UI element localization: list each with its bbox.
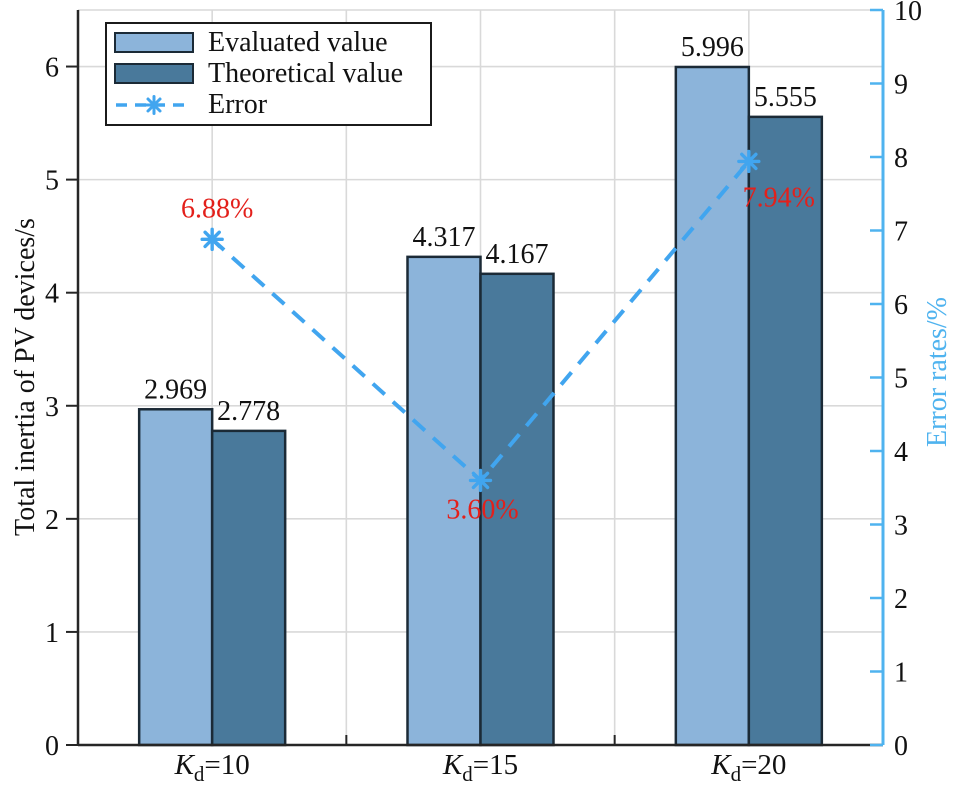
- bar-value-label: 2.969: [144, 374, 207, 405]
- error-marker-2: [737, 149, 761, 174]
- y-tick-label-right: 3: [894, 511, 908, 542]
- legend: Evaluated value Theoretical value Error: [105, 22, 432, 126]
- y-tick-label-right: 5: [894, 364, 908, 395]
- x-category-label-0: Kd=10: [174, 749, 250, 786]
- y-tick-label-left: 1: [45, 618, 59, 649]
- y-tick-label-left: 3: [45, 392, 59, 423]
- bar-evaluated-2: [674, 65, 751, 747]
- bar-value-label: 5.996: [681, 32, 744, 63]
- y-tick-label-right: 7: [894, 217, 908, 248]
- bar-evaluated-0: [137, 408, 214, 747]
- y-tick-label-right: 1: [894, 658, 908, 689]
- y-tick-label-right: 0: [894, 731, 908, 762]
- evaluated-swatch: [114, 32, 194, 54]
- y-tick-label-left: 6: [45, 53, 59, 84]
- legend-label-error: Error: [208, 89, 268, 121]
- error-rate-label-0: 6.88%: [181, 193, 253, 224]
- bar-theoretical-2: [747, 115, 824, 747]
- bar-value-label: 4.317: [413, 222, 476, 253]
- y-tick-label-right: 10: [894, 0, 922, 27]
- legend-item-error: Error: [114, 90, 430, 120]
- y-tick-label-left: 2: [45, 505, 59, 536]
- bar-theoretical-0: [210, 429, 287, 747]
- error-rate-label-1: 3.60%: [446, 494, 518, 525]
- right-axis-title: Error rates/%: [922, 296, 953, 448]
- y-tick-label-left: 0: [45, 731, 59, 762]
- y-tick-label-left: 4: [45, 279, 59, 310]
- y-tick-label-right: 6: [894, 290, 908, 321]
- dashed-line-marker-icon: [116, 95, 192, 116]
- legend-item-evaluated: Evaluated value: [114, 28, 430, 58]
- y-tick-label-right: 8: [894, 143, 908, 174]
- x-category-label-2: Kd=20: [710, 749, 786, 786]
- legend-label-theoretical: Theoretical value: [208, 57, 404, 89]
- error-rate-label-2: 7.94%: [743, 182, 815, 213]
- y-tick-label-right: 9: [894, 70, 908, 101]
- legend-item-theoretical: Theoretical value: [114, 59, 430, 89]
- error-marker-0: [200, 227, 224, 252]
- bar-evaluated-1: [406, 255, 482, 747]
- legend-label-evaluated: Evaluated value: [208, 26, 388, 58]
- bar-value-label: 4.167: [486, 239, 549, 270]
- x-category-label-1: Kd=15: [442, 749, 518, 786]
- y-tick-label-left: 5: [45, 166, 59, 197]
- bar-value-label: 5.555: [754, 82, 817, 113]
- bar-value-label: 2.778: [217, 396, 280, 427]
- theoretical-swatch: [114, 63, 194, 85]
- y-tick-label-right: 4: [894, 437, 908, 468]
- error-marker-1: [468, 468, 493, 493]
- left-axis-title: Total inertia of PV devices/s: [10, 218, 41, 536]
- y-tick-label-right: 2: [894, 584, 908, 615]
